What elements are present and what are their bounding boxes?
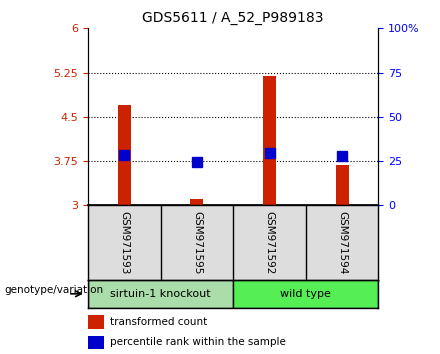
- Text: GSM971594: GSM971594: [337, 211, 347, 274]
- Bar: [336, 165, 348, 205]
- Text: GSM971595: GSM971595: [192, 211, 202, 274]
- Bar: [191, 199, 203, 205]
- Bar: [88, 280, 233, 308]
- Bar: [233, 280, 378, 308]
- Text: genotype/variation: genotype/variation: [4, 285, 103, 295]
- Bar: [88, 315, 104, 329]
- Text: GSM971592: GSM971592: [264, 211, 275, 274]
- Text: percentile rank within the sample: percentile rank within the sample: [110, 337, 286, 348]
- Title: GDS5611 / A_52_P989183: GDS5611 / A_52_P989183: [143, 11, 324, 24]
- Bar: [118, 105, 131, 205]
- Text: GSM971593: GSM971593: [119, 211, 129, 274]
- Text: wild type: wild type: [280, 289, 331, 299]
- Bar: [263, 75, 276, 205]
- Text: sirtuin-1 knockout: sirtuin-1 knockout: [110, 289, 211, 299]
- Bar: [88, 336, 104, 349]
- Text: transformed count: transformed count: [110, 317, 207, 327]
